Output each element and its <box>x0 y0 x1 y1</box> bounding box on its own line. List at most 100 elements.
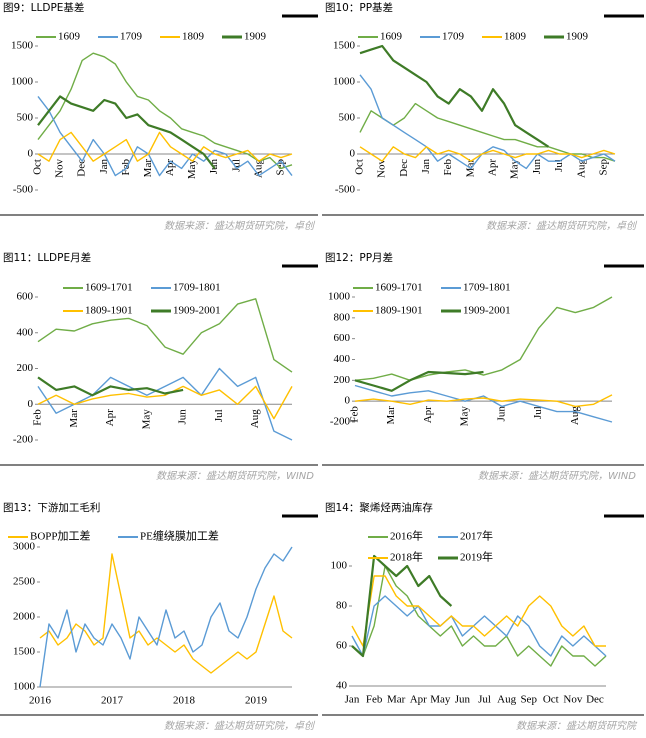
y-tick-label: 400 <box>334 353 351 365</box>
y-tick-label: 0 <box>28 148 34 160</box>
x-tick-label: Feb <box>349 406 361 423</box>
x-tick-label: Feb <box>32 409 44 426</box>
legend-label: 1709-1801 <box>463 282 511 294</box>
legend-label: 1609-1701 <box>375 282 423 294</box>
y-tick-label: 400 <box>17 326 34 338</box>
x-tick-label: Jul <box>478 694 491 706</box>
x-tick-label: Mar <box>385 406 397 425</box>
x-tick-label: Jun <box>455 694 471 706</box>
panel-title: 图12：PP月差 <box>325 251 393 264</box>
x-tick-label: Dec <box>76 159 88 177</box>
series-line <box>39 546 293 688</box>
y-tick-label: 200 <box>17 362 34 374</box>
series-line <box>39 553 293 674</box>
x-tick-label: Dec <box>398 159 410 177</box>
x-tick-label: Aug <box>575 159 587 178</box>
series-line <box>351 575 606 647</box>
y-tick-label: 1000 <box>328 291 351 303</box>
panel-title: 图11：LLDPE月差 <box>3 251 91 264</box>
series-line <box>354 296 613 381</box>
y-tick-label: -200 <box>13 434 34 446</box>
x-tick-label: Dec <box>586 694 604 706</box>
series-line <box>37 131 293 162</box>
source-note: 数据来源：盛达期货研究院，WIND <box>156 470 314 482</box>
x-tick-label: Jan <box>98 159 110 174</box>
y-tick-label: 80 <box>336 600 348 612</box>
source-note: 数据来源：盛达期货研究院，卓创 <box>164 220 316 232</box>
x-tick-label: Nov <box>376 159 388 178</box>
x-tick-label: Sep <box>597 159 609 176</box>
panel-title: 图9：LLDPE基差 <box>3 1 84 14</box>
legend-label: 1909 <box>566 31 589 43</box>
series-line <box>354 394 613 408</box>
x-tick-label: Jul <box>213 409 225 422</box>
legend-label: 1709 <box>120 31 143 43</box>
legend-label: 1709 <box>442 31 465 43</box>
x-tick-label: Jul <box>230 159 242 172</box>
legend-label: 1609 <box>58 31 81 43</box>
series-line <box>37 385 293 420</box>
x-tick-label: Aug <box>497 694 516 706</box>
series-line <box>37 376 184 397</box>
series-line <box>37 298 293 373</box>
x-tick-label: Jun <box>177 409 189 425</box>
series-line <box>37 95 293 177</box>
x-tick-label: Apr <box>487 159 499 176</box>
y-tick-label: 1000 <box>13 681 36 693</box>
series-line <box>359 146 616 162</box>
legend-label: 1809-1901 <box>85 305 133 317</box>
legend-label: 2018年 <box>390 550 423 564</box>
legend-label: 1709-1801 <box>173 282 221 294</box>
legend-label: PE缠绕膜加工差 <box>140 529 219 543</box>
x-tick-label: 2018 <box>173 695 196 707</box>
legend-label: 2016年 <box>390 529 423 543</box>
series-line <box>359 44 550 148</box>
y-tick-label: 1500 <box>333 40 356 52</box>
x-tick-label: Jul <box>553 159 565 172</box>
y-tick-label: 3000 <box>13 541 36 553</box>
y-tick-label: 200 <box>334 374 351 386</box>
source-note: 数据来源：盛达期货研究院 <box>516 720 638 732</box>
legend-label: 2017年 <box>460 529 493 543</box>
y-tick-label: 2000 <box>13 611 36 623</box>
y-tick-label: 500 <box>17 112 34 124</box>
y-tick-label: -200 <box>330 416 351 428</box>
legend-label: BOPP加工差 <box>30 529 91 543</box>
y-tick-label: 1000 <box>11 76 34 88</box>
x-tick-label: May <box>186 159 198 180</box>
legend-label: 1809 <box>182 31 205 43</box>
x-tick-label: Aug <box>569 406 581 425</box>
series-line <box>351 565 607 667</box>
y-tick-label: 0 <box>350 148 356 160</box>
series-line <box>354 370 484 392</box>
y-tick-label: 40 <box>336 680 348 692</box>
source-note: 数据来源：盛达期货研究院，卓创 <box>486 220 638 232</box>
x-tick-label: Apr <box>410 694 427 706</box>
y-tick-label: 2500 <box>13 576 36 588</box>
x-tick-label: Oct <box>32 159 44 175</box>
series-line <box>351 595 607 657</box>
x-tick-label: 2017 <box>101 695 124 707</box>
legend-label: 1809 <box>504 31 527 43</box>
y-tick-label: 1500 <box>13 646 36 658</box>
legend-label: 1609-1701 <box>85 282 133 294</box>
y-tick-label: 0 <box>345 395 351 407</box>
x-tick-label: May <box>430 694 451 706</box>
source-note: 数据来源：盛达期货研究院，WIND <box>478 470 636 482</box>
x-tick-label: Mar <box>142 159 154 178</box>
y-tick-label: 800 <box>334 311 351 323</box>
series-line <box>37 52 293 170</box>
x-tick-label: Jan <box>420 159 432 174</box>
series-line <box>37 367 293 441</box>
y-tick-label: -500 <box>335 184 356 196</box>
series-line <box>351 554 453 658</box>
y-tick-label: 600 <box>334 332 351 344</box>
panel-title: 图10：PP基差 <box>325 1 393 14</box>
source-note: 数据来源：盛达期货研究院，卓创 <box>164 720 316 732</box>
x-tick-label: Jul <box>532 406 544 419</box>
x-tick-label: Jan <box>345 694 360 706</box>
x-tick-label: Nov <box>54 159 66 178</box>
x-tick-label: Jun <box>531 159 543 175</box>
y-tick-label: -500 <box>13 184 34 196</box>
